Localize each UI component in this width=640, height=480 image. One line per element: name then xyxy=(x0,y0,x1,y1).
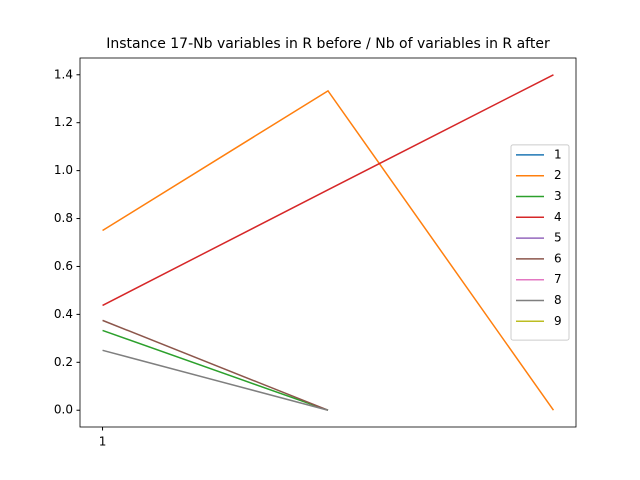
legend-label: 2 xyxy=(554,168,562,182)
legend-label: 6 xyxy=(554,251,562,265)
legend-label: 9 xyxy=(554,314,562,328)
legend-label: 1 xyxy=(554,147,562,161)
legend-label: 5 xyxy=(554,231,562,245)
series-line xyxy=(102,89,555,411)
legend-label: 7 xyxy=(554,272,562,286)
y-tick-label: 0.2 xyxy=(54,355,73,369)
legend-label: 3 xyxy=(554,189,562,203)
y-tick-label: 0.4 xyxy=(54,307,73,321)
series-line xyxy=(102,349,329,411)
legend-label: 4 xyxy=(554,210,562,224)
series-line xyxy=(102,74,554,307)
y-tick-label: 1.0 xyxy=(54,163,73,177)
y-tick-label: 1.4 xyxy=(54,67,73,81)
y-tick-label: 0.0 xyxy=(54,403,73,417)
series-line xyxy=(102,329,329,411)
y-tick-label: 0.8 xyxy=(54,211,73,225)
series-line xyxy=(102,319,329,411)
y-tick-label: 0.6 xyxy=(54,259,73,273)
plot-frame xyxy=(79,57,577,428)
y-tick-label: 1.2 xyxy=(54,115,73,129)
chart-title: Instance 17-Nb variables in R before / N… xyxy=(106,36,550,52)
x-tick-label: 1 xyxy=(99,435,107,449)
legend-label: 8 xyxy=(554,293,562,307)
legend-box xyxy=(510,144,570,341)
